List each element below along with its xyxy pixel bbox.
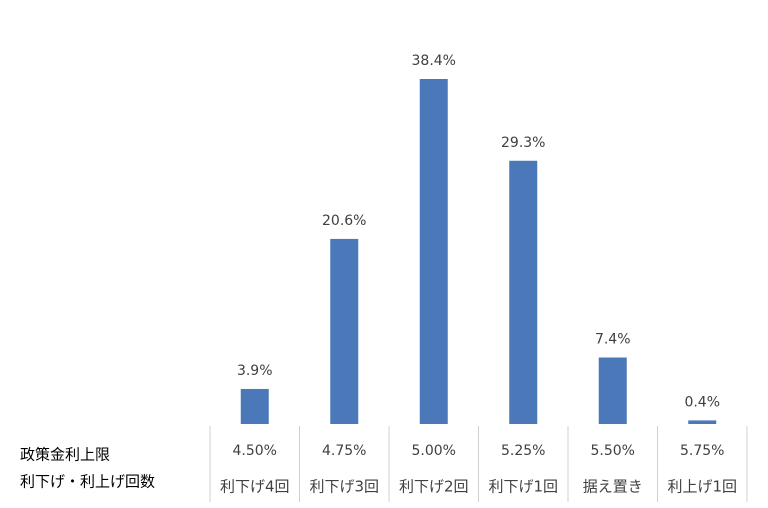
bar [509, 160, 538, 424]
data-label: 38.4% [412, 53, 456, 69]
x-tick-label: 5.00% [412, 443, 456, 459]
bar [240, 388, 269, 424]
x-tick-sublabel: 利下げ2回 [399, 478, 469, 496]
x-tick-sublabel: 利下げ4回 [220, 478, 290, 496]
data-label: 3.9% [237, 363, 273, 379]
bar [419, 79, 448, 424]
row-label: 利下げ・利上げ回数 [20, 473, 155, 491]
x-tick-sublabel: 利下げ3回 [309, 478, 379, 496]
bar [688, 420, 717, 424]
x-tick-label: 5.25% [501, 443, 545, 459]
x-tick-label: 5.75% [680, 443, 724, 459]
data-label: 20.6% [322, 213, 366, 229]
row-label: 政策金利上限 [20, 446, 110, 464]
bar [330, 238, 359, 424]
x-tick-sublabel: 利上げ1回 [667, 478, 737, 496]
x-tick-label: 4.75% [322, 443, 366, 459]
data-label: 0.4% [684, 394, 720, 410]
x-tick-sublabel: 利下げ1回 [488, 478, 558, 496]
bar [598, 357, 627, 424]
x-tick-label: 5.50% [591, 443, 635, 459]
data-label: 29.3% [501, 135, 545, 151]
x-tick-sublabel: 据え置き [583, 478, 643, 496]
data-label: 7.4% [595, 332, 631, 348]
x-tick-label: 4.50% [233, 443, 277, 459]
